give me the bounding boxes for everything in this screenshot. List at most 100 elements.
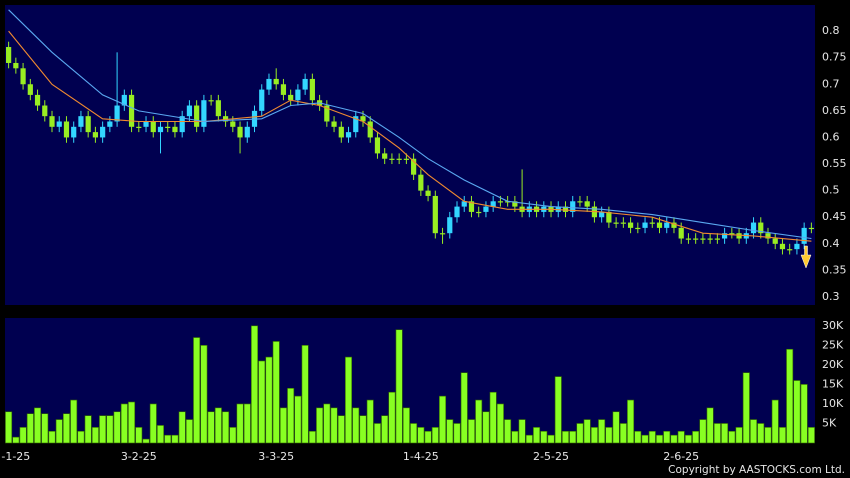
volume-bar bbox=[48, 430, 56, 444]
candle-body bbox=[570, 201, 576, 212]
volume-bar bbox=[757, 423, 765, 444]
candle-body bbox=[505, 201, 511, 203]
candle-body bbox=[685, 238, 692, 240]
y-tick-label: 20K bbox=[822, 358, 844, 371]
volume-bar bbox=[222, 411, 230, 444]
volume-bar bbox=[807, 427, 815, 444]
volume-bar bbox=[323, 403, 331, 444]
candle-body bbox=[338, 126, 344, 138]
candle-body bbox=[512, 201, 518, 207]
candle-body bbox=[302, 78, 308, 90]
candle-body bbox=[671, 222, 677, 228]
volume-bar bbox=[648, 430, 656, 444]
candle-body bbox=[201, 100, 207, 127]
volume-bar bbox=[677, 430, 685, 444]
volume-bar bbox=[778, 427, 786, 444]
volume-bar bbox=[786, 348, 794, 444]
volume-bar bbox=[663, 430, 671, 444]
volume-bar bbox=[605, 427, 613, 444]
volume-bar bbox=[771, 399, 779, 444]
candle-body bbox=[331, 121, 337, 127]
volume-bar bbox=[5, 411, 13, 444]
volume-bar bbox=[128, 401, 136, 444]
volume-bar bbox=[279, 407, 287, 444]
volume-bar bbox=[243, 403, 251, 444]
volume-bar bbox=[164, 434, 172, 444]
candle-body bbox=[468, 201, 475, 212]
candle-body bbox=[92, 132, 99, 138]
y-tick-label: 0.45 bbox=[822, 210, 847, 223]
candle-body bbox=[186, 105, 193, 117]
volume-panel bbox=[5, 318, 815, 443]
volume-bar bbox=[34, 407, 42, 444]
moving-average-line bbox=[8, 30, 812, 242]
volume-bar bbox=[540, 430, 548, 444]
candle-body bbox=[208, 100, 214, 102]
marks-layer bbox=[5, 9, 815, 444]
candle-body bbox=[801, 227, 807, 244]
volume-bar bbox=[569, 430, 577, 444]
moving-average-line bbox=[8, 9, 812, 240]
volume-bar bbox=[77, 430, 85, 444]
volume-bar bbox=[619, 423, 627, 444]
volume-bar bbox=[113, 411, 121, 444]
volume-bar bbox=[561, 430, 569, 444]
volume-bar bbox=[308, 430, 316, 444]
candle-body bbox=[649, 222, 655, 224]
volume-bar bbox=[185, 419, 193, 444]
candle-body bbox=[42, 105, 48, 117]
candle-body bbox=[758, 222, 764, 234]
copyright: Copyright by AASTOCKS.com Ltd. bbox=[668, 464, 845, 476]
volume-bar bbox=[207, 411, 215, 444]
candle-body bbox=[750, 222, 757, 234]
volume-bar bbox=[750, 419, 758, 444]
volume-bar bbox=[699, 419, 707, 444]
volume-bar bbox=[395, 329, 403, 444]
volume-bar bbox=[547, 434, 555, 444]
volume-bar bbox=[627, 399, 635, 444]
volume-bar bbox=[482, 411, 490, 444]
volume-bar bbox=[402, 407, 410, 444]
candle-body bbox=[736, 233, 742, 239]
volume-bar bbox=[713, 423, 721, 444]
candle-body bbox=[172, 126, 178, 133]
candle-body bbox=[78, 116, 84, 127]
candle-body bbox=[295, 89, 301, 101]
candle-body bbox=[721, 233, 728, 239]
candle-body bbox=[779, 243, 786, 250]
x-tick-label: -1-25 bbox=[1, 450, 30, 463]
volume-bar bbox=[576, 423, 584, 444]
volume-bar bbox=[193, 337, 201, 444]
volume-bar bbox=[431, 427, 439, 444]
volume-bar bbox=[800, 384, 808, 444]
volume-bar bbox=[236, 403, 244, 444]
volume-bar bbox=[533, 427, 541, 444]
volume-bar bbox=[62, 413, 70, 444]
candle-body bbox=[382, 153, 388, 159]
volume-bar bbox=[301, 345, 309, 444]
volume-bar bbox=[373, 423, 381, 444]
volume-bar bbox=[229, 427, 237, 444]
volume-bar bbox=[106, 415, 114, 444]
candle-body bbox=[114, 105, 120, 122]
candle-body bbox=[49, 116, 55, 127]
volume-bar bbox=[656, 434, 664, 444]
y-tick-label: 15K bbox=[822, 377, 844, 390]
candle-body bbox=[447, 217, 453, 234]
volume-bar bbox=[684, 434, 692, 444]
volume-bar bbox=[214, 407, 222, 444]
candle-body bbox=[454, 206, 460, 218]
price-panel bbox=[5, 5, 815, 305]
candle-body bbox=[136, 126, 142, 129]
candle-body bbox=[620, 222, 626, 224]
volume-bar bbox=[142, 438, 150, 444]
x-tick-label: 2-5-25 bbox=[533, 450, 569, 463]
candle-body bbox=[266, 78, 272, 90]
candle-body bbox=[396, 158, 402, 160]
volume-bar bbox=[337, 415, 345, 444]
candle-body bbox=[324, 105, 330, 122]
candle-body bbox=[577, 201, 583, 203]
candle-body bbox=[71, 126, 77, 138]
